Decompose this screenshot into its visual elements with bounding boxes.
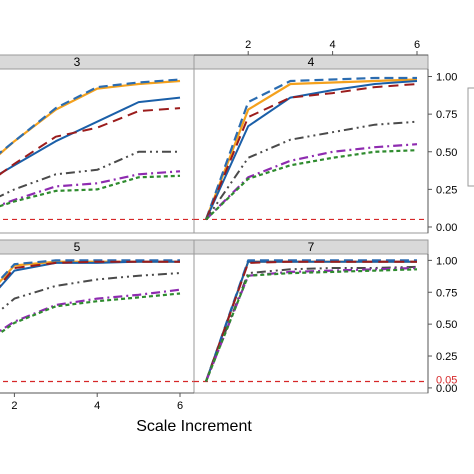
panel-5: 5 [0, 239, 195, 394]
y-tick-label: 0.75 [436, 287, 457, 299]
y-tick-label: 0.50 [436, 147, 457, 159]
x-tick-label-bottom: 4 [94, 400, 100, 412]
panel-4: 4 [193, 54, 429, 234]
series-line-7 [0, 174, 181, 208]
series-line-5 [205, 265, 418, 382]
legend-box-border [467, 87, 474, 187]
axes-layer: 0.00 0.25 0.50 0.75 1.00 0.00 0.25 0.50 0.75 1.00… [0, 39, 457, 412]
series-line-5 [205, 120, 418, 221]
x-tick-label-top: 4 [330, 39, 336, 51]
series-line-6 [0, 170, 181, 207]
panel-strip-label: 7 [308, 240, 315, 254]
series-line-4 [205, 260, 417, 382]
series-line-3 [0, 96, 181, 175]
series-line-7 [204, 268, 418, 382]
x-tick-label-top: 6 [414, 39, 420, 51]
panel-strip-label: 5 [74, 240, 81, 254]
series-line-2 [0, 259, 180, 282]
y-tick-label: 1.00 [436, 72, 457, 84]
y-tick-label: 0.75 [436, 109, 457, 121]
series-group [0, 78, 181, 208]
y-tick-label: 0.00 [436, 383, 457, 395]
series-line-4 [0, 260, 180, 287]
series-line-2 [0, 78, 181, 155]
series-group [0, 259, 181, 335]
y-tick-label: 0.25 [436, 184, 457, 196]
series-line-5 [0, 272, 181, 312]
series-line-4 [205, 83, 418, 220]
x-axis-title: Scale Increment [136, 418, 252, 435]
panel-strip [0, 239, 195, 255]
series-line-6 [0, 288, 181, 333]
series-line-3 [205, 260, 417, 382]
y-tick-label: 0.25 [436, 351, 457, 363]
panel-3: 3 [0, 54, 195, 234]
legend-box-edge [467, 87, 474, 187]
y-tick-label: 1.00 [436, 255, 457, 267]
reference-label: 0.05 [436, 375, 457, 387]
x-tick-label-top: 2 [245, 39, 251, 51]
series-line-1 [204, 260, 417, 382]
series-line-6 [205, 143, 418, 221]
panel-7: 7 [193, 239, 429, 394]
series-line-4 [0, 107, 181, 176]
x-axis-top: 2 4 6 [194, 39, 428, 56]
series-line-2 [204, 76, 417, 220]
y-axis-row-1: 0.00 0.25 0.50 0.75 1.00 [427, 69, 457, 234]
series-line-5 [0, 150, 180, 198]
series-line-7 [205, 149, 418, 221]
series-line-6 [204, 266, 418, 382]
series-group [204, 259, 418, 382]
panel-strip [0, 54, 195, 70]
panel-strip-label: 4 [308, 55, 315, 69]
x-axis-bottom: 2 4 6 [0, 392, 194, 412]
series-line-7 [0, 292, 181, 335]
series-group [204, 76, 418, 221]
x-tick-label-bottom: 6 [177, 400, 183, 412]
series-line-3 [205, 80, 418, 220]
y-axis-row-2: 0.00 0.25 0.50 0.75 1.00 0.05 [427, 254, 457, 395]
y-tick-label: 0.50 [436, 319, 457, 331]
panels-layer: 3 4 5 7 [0, 54, 429, 394]
series-line-3 [0, 260, 180, 289]
series-line-2 [204, 259, 417, 382]
y-tick-label: 0.00 [436, 222, 457, 234]
panel-strip-label: 3 [74, 55, 81, 69]
x-tick-label-bottom: 2 [11, 400, 17, 412]
series-line-1 [204, 78, 418, 220]
